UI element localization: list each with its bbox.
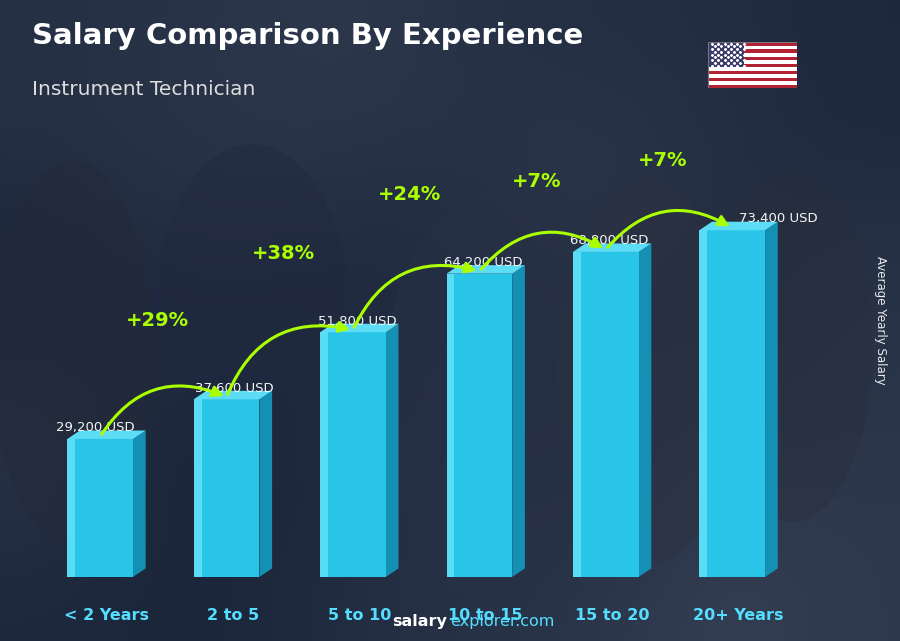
Text: explorer.com: explorer.com [450, 615, 554, 629]
Text: 68,800 USD: 68,800 USD [571, 234, 649, 247]
Bar [708, 63, 796, 67]
Polygon shape [446, 274, 454, 577]
Bar [708, 56, 796, 60]
Polygon shape [320, 332, 386, 577]
Text: 29,200 USD: 29,200 USD [56, 421, 134, 434]
Text: +29%: +29% [125, 311, 189, 329]
Bar [708, 81, 796, 85]
Bar [708, 49, 796, 53]
Polygon shape [573, 252, 580, 577]
Polygon shape [68, 431, 146, 439]
Polygon shape [446, 265, 525, 274]
Polygon shape [699, 230, 707, 577]
Bar [708, 60, 796, 63]
Bar [708, 78, 796, 81]
Polygon shape [639, 244, 652, 577]
Text: 5 to 10: 5 to 10 [328, 608, 391, 622]
Bar [708, 71, 796, 74]
Polygon shape [320, 324, 399, 332]
Bar [708, 46, 796, 49]
Text: 10 to 15: 10 to 15 [448, 608, 523, 622]
Text: Salary Comparison By Experience: Salary Comparison By Experience [32, 22, 583, 51]
Text: 2 to 5: 2 to 5 [207, 608, 259, 622]
Polygon shape [699, 230, 765, 577]
Text: 51,800 USD: 51,800 USD [318, 315, 396, 328]
Bar [708, 67, 796, 71]
Polygon shape [133, 431, 146, 577]
Polygon shape [446, 274, 512, 577]
Bar [708, 42, 796, 46]
Bar [708, 42, 743, 67]
Text: +7%: +7% [638, 151, 688, 170]
Bar [708, 85, 796, 88]
Text: 64,200 USD: 64,200 USD [444, 256, 523, 269]
Polygon shape [194, 391, 272, 399]
Text: 37,600 USD: 37,600 USD [195, 381, 274, 395]
Polygon shape [573, 244, 652, 252]
Bar [708, 74, 796, 78]
Polygon shape [194, 399, 202, 577]
Text: salary: salary [392, 615, 447, 629]
Text: 20+ Years: 20+ Years [693, 608, 784, 622]
Polygon shape [699, 222, 778, 230]
Text: +7%: +7% [511, 172, 561, 192]
Polygon shape [386, 324, 399, 577]
Text: < 2 Years: < 2 Years [64, 608, 149, 622]
Polygon shape [320, 332, 328, 577]
Text: 15 to 20: 15 to 20 [575, 608, 650, 622]
Polygon shape [573, 252, 639, 577]
Text: +24%: +24% [378, 185, 442, 204]
Text: Instrument Technician: Instrument Technician [32, 80, 255, 99]
Polygon shape [259, 391, 272, 577]
Text: 73,400 USD: 73,400 USD [739, 213, 817, 226]
Polygon shape [194, 399, 259, 577]
Polygon shape [68, 439, 133, 577]
Polygon shape [765, 222, 778, 577]
Text: +38%: +38% [252, 244, 315, 263]
Polygon shape [68, 439, 76, 577]
Text: Average Yearly Salary: Average Yearly Salary [874, 256, 886, 385]
Polygon shape [512, 265, 525, 577]
Bar [708, 53, 796, 56]
